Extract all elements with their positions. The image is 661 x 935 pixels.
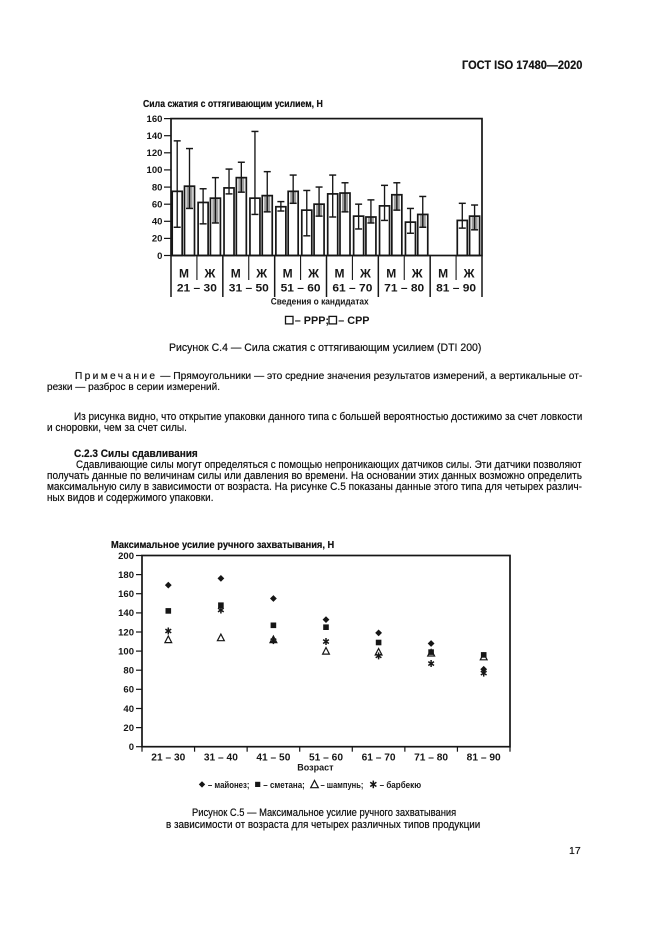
svg-text:40: 40	[123, 704, 134, 715]
svg-text:М: М	[283, 267, 293, 281]
svg-text:71 – 80: 71 – 80	[384, 283, 424, 295]
svg-text:200: 200	[118, 551, 134, 562]
svg-text:71 – 80: 71 – 80	[414, 753, 448, 764]
svg-text:0: 0	[129, 742, 134, 753]
svg-text:21 – 30: 21 – 30	[177, 283, 217, 295]
svg-text:Ж: Ж	[307, 267, 319, 281]
svg-text:81 – 90: 81 – 90	[467, 753, 501, 764]
svg-text:Ж: Ж	[463, 267, 475, 281]
svg-text:М: М	[231, 267, 241, 281]
svg-text:М: М	[438, 267, 448, 281]
svg-text:60: 60	[123, 685, 134, 696]
svg-text:51 – 60: 51 – 60	[281, 283, 321, 295]
svg-text:– СРР: – СРР	[338, 315, 369, 327]
svg-text:81 – 90: 81 – 90	[436, 283, 476, 295]
svg-text:100: 100	[147, 165, 163, 176]
svg-text:80: 80	[123, 666, 134, 677]
svg-text:60: 60	[152, 200, 163, 211]
svg-text:– PPP;: – PPP;	[295, 315, 329, 327]
svg-text:61 – 70: 61 – 70	[332, 283, 372, 295]
svg-text:61 – 70: 61 – 70	[362, 753, 396, 764]
svg-text:160: 160	[118, 589, 134, 600]
svg-text:31 – 50: 31 – 50	[229, 283, 269, 295]
svg-text:140: 140	[147, 131, 163, 142]
svg-text:20: 20	[123, 723, 134, 734]
svg-text:180: 180	[118, 570, 134, 581]
svg-text:М: М	[179, 267, 189, 281]
svg-text:80: 80	[152, 182, 163, 193]
svg-text:М: М	[386, 267, 396, 281]
svg-text:Ж: Ж	[359, 267, 371, 281]
svg-text:– барбекю: – барбекю	[380, 780, 422, 791]
svg-text:41 – 50: 41 – 50	[256, 753, 290, 764]
svg-text:120: 120	[118, 627, 134, 638]
svg-text:М: М	[335, 267, 345, 281]
svg-text:Возраст: Возраст	[297, 762, 334, 773]
svg-text:51 – 60: 51 – 60	[309, 753, 343, 764]
svg-text:– майонез;: – майонез;	[208, 780, 250, 791]
svg-text:21 – 30: 21 – 30	[151, 753, 185, 764]
svg-text:Сведения о кандидатах: Сведения о кандидатах	[271, 296, 370, 307]
svg-text:– сметана;: – сметана;	[263, 780, 305, 791]
svg-text:120: 120	[147, 148, 163, 159]
svg-text:– шампунь;: – шампунь;	[321, 780, 364, 791]
svg-text:160: 160	[147, 114, 163, 125]
svg-text:100: 100	[118, 646, 134, 657]
svg-text:Ж: Ж	[203, 267, 215, 281]
svg-text:20: 20	[152, 234, 163, 245]
svg-text:40: 40	[152, 217, 163, 228]
svg-text:Ж: Ж	[255, 267, 267, 281]
svg-text:0: 0	[157, 251, 162, 262]
svg-text:Ж: Ж	[411, 267, 423, 281]
svg-text:140: 140	[118, 608, 134, 619]
svg-text:31 – 40: 31 – 40	[204, 753, 238, 764]
